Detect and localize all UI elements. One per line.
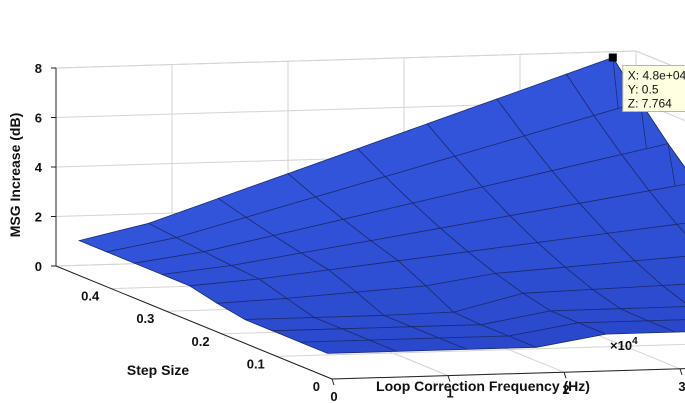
z-tick-label: 0 <box>35 259 42 274</box>
surface-facet <box>606 223 685 262</box>
z-tick-label: 8 <box>35 61 42 76</box>
surface-facet <box>661 283 685 304</box>
surface-facet <box>647 319 685 333</box>
y-tick-label: 0.3 <box>136 311 154 326</box>
datatip-box <box>622 65 685 113</box>
datatip-text: Y: 0.5 <box>628 83 659 97</box>
y-tick-label: 0.1 <box>247 356 265 371</box>
x-axis-label: Loop Correction Frequency (Hz) <box>376 378 590 394</box>
datatip-text: X: 4.8e+04 <box>628 69 685 83</box>
x-multiplier-base: ×10 <box>610 338 632 353</box>
surface-facet <box>620 143 685 192</box>
x-tick-label: 1 <box>446 386 453 401</box>
y-tick-label: 0.4 <box>81 289 100 304</box>
y-gridline <box>276 343 685 357</box>
surface-layer <box>77 57 685 354</box>
x-tick-mark <box>563 372 567 379</box>
z-axis-label: MSG Increase (dB) <box>7 113 23 237</box>
surface-facet <box>591 285 685 310</box>
x-axis-line <box>331 368 685 380</box>
y-axis-label: Step Size <box>127 362 189 378</box>
x-tick-mark <box>679 368 683 375</box>
y-tick-label: 0 <box>313 379 320 394</box>
z-tick-label: 4 <box>35 160 43 175</box>
datatip-marker <box>608 53 617 62</box>
z-tick-label: 6 <box>35 111 42 126</box>
x-tick-label: 0 <box>330 389 337 403</box>
surface-facet <box>620 306 685 322</box>
datatip-text: Z: 7.764 <box>628 97 672 111</box>
x-tick-mark <box>331 378 335 386</box>
x-tick-mark <box>447 375 451 382</box>
z-tick-label: 2 <box>35 210 42 225</box>
x-axis-multiplier: ×104 <box>610 336 638 353</box>
x-tick-label: 3 <box>678 379 685 394</box>
surface-facet <box>633 256 685 286</box>
surface-facet <box>675 222 685 234</box>
y-axis-line <box>55 265 333 380</box>
x-tick-label: 2 <box>562 382 569 397</box>
x-multiplier-exponent: 4 <box>632 336 638 347</box>
datatip-layer: X: 4.8e+04Y: 0.5Z: 7.764X: 4.8e+04Y: 0.2… <box>608 53 685 113</box>
y-tick-label: 0.2 <box>192 334 210 349</box>
surface-facet <box>648 183 685 225</box>
